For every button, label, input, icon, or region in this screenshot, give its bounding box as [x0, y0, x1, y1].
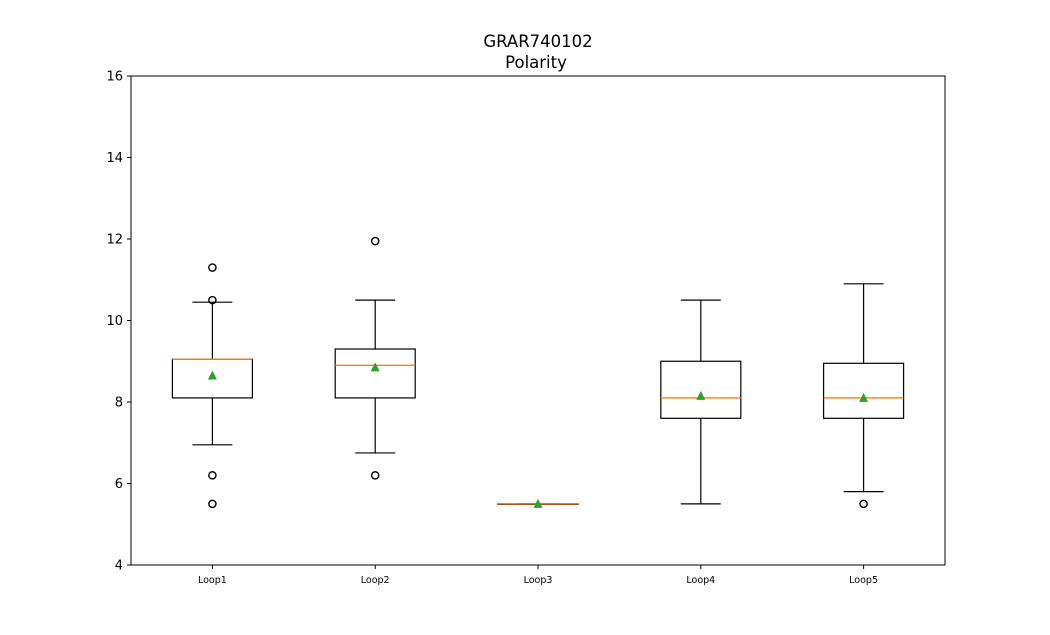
box-iqr — [660, 360, 742, 419]
y-tick-label: 6 — [115, 477, 123, 492]
x-tick-label: Loop4 — [686, 575, 715, 586]
y-tick-label: 10 — [106, 314, 123, 329]
mean-marker — [370, 362, 380, 372]
y-tick-label: 12 — [106, 233, 123, 248]
mean-marker — [207, 370, 217, 380]
y-tick-label: 4 — [115, 559, 123, 574]
outlier-point — [208, 263, 217, 272]
box-iqr — [334, 348, 416, 399]
outlier-point — [370, 236, 380, 246]
box-loop5 — [822, 283, 905, 509]
y-tick-label: 14 — [106, 151, 123, 166]
chart-subtitle: Polarity — [505, 53, 567, 72]
box-loop4 — [660, 299, 742, 505]
plot-frame — [130, 75, 946, 566]
x-tick-label: Loop3 — [524, 575, 553, 586]
x-tick-label: Loop1 — [198, 575, 227, 586]
mean-marker — [533, 498, 543, 508]
outlier-point — [208, 499, 217, 509]
y-axis: 4 6 8 10 12 14 16 — [106, 70, 131, 574]
outlier-point — [208, 471, 217, 480]
box-loop1 — [171, 263, 253, 509]
outlier-point — [208, 295, 217, 305]
outlier-point — [370, 471, 380, 480]
mean-marker — [859, 392, 869, 402]
mean-marker — [696, 390, 706, 400]
box-loop3 — [497, 498, 579, 508]
x-tick-label: Loop5 — [849, 575, 878, 586]
box-iqr — [822, 362, 905, 419]
y-tick-label: 8 — [115, 396, 123, 411]
x-axis: Loop1 Loop2 Loop3 Loop4 Loop5 — [198, 565, 878, 586]
outlier-point — [859, 499, 868, 509]
box-loop2 — [334, 236, 416, 480]
plot-marks — [171, 236, 905, 509]
y-tick-label: 16 — [106, 70, 123, 85]
x-tick-label: Loop2 — [361, 575, 390, 586]
chart-title: GRAR740102 — [483, 32, 592, 51]
